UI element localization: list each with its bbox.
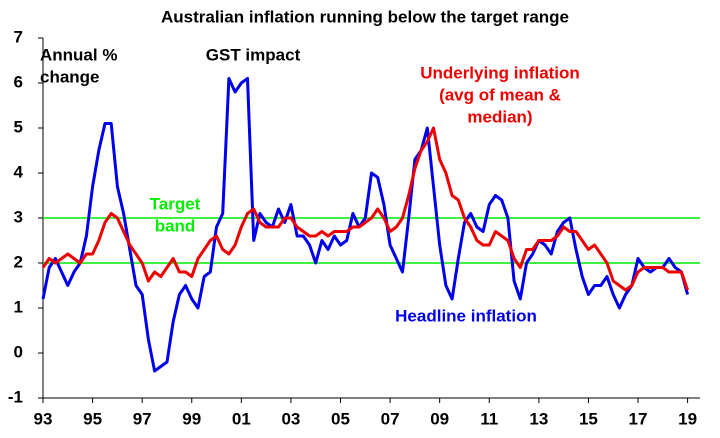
target-band-label: Target — [150, 194, 201, 213]
annotation: median) — [467, 107, 532, 126]
annotation: (avg of mean & — [439, 85, 561, 104]
y-tick-label: 0 — [14, 342, 23, 361]
x-tick-label: 09 — [430, 409, 449, 428]
y-tick-label: 6 — [14, 72, 23, 91]
y-tick-label: 7 — [14, 27, 23, 46]
x-tick-label: 97 — [133, 409, 152, 428]
series-line — [41, 77, 690, 373]
x-tick-label: 93 — [34, 409, 53, 428]
annotation: Annual % — [40, 45, 117, 64]
x-tick-label: 05 — [331, 409, 350, 428]
annotation: GST impact — [206, 45, 301, 64]
series-line — [41, 126, 690, 292]
annotation: change — [40, 67, 100, 86]
x-tick-label: 99 — [182, 409, 201, 428]
x-tick-label: 07 — [381, 409, 400, 428]
y-tick-label: 1 — [14, 297, 23, 316]
x-tick-label: 15 — [579, 409, 598, 428]
target-band-label: band — [155, 216, 196, 235]
x-tick-label: 17 — [629, 409, 648, 428]
x-tick-label: 95 — [83, 409, 102, 428]
x-tick-label: 01 — [232, 409, 251, 428]
x-tick-label: 13 — [529, 409, 548, 428]
x-tick-label: 19 — [678, 409, 697, 428]
annotation: Underlying inflation — [420, 63, 580, 82]
annotation: Headline inflation — [395, 306, 537, 325]
y-tick-label: 5 — [14, 117, 23, 136]
y-tick-label: 3 — [14, 207, 23, 226]
x-tick-label: 03 — [281, 409, 300, 428]
y-tick-label: 4 — [14, 162, 24, 181]
y-tick-label: 2 — [14, 252, 23, 271]
y-tick-label: -1 — [8, 387, 23, 406]
x-tick-label: 11 — [480, 409, 498, 428]
chart-title: Australian inflation running below the t… — [161, 7, 569, 26]
